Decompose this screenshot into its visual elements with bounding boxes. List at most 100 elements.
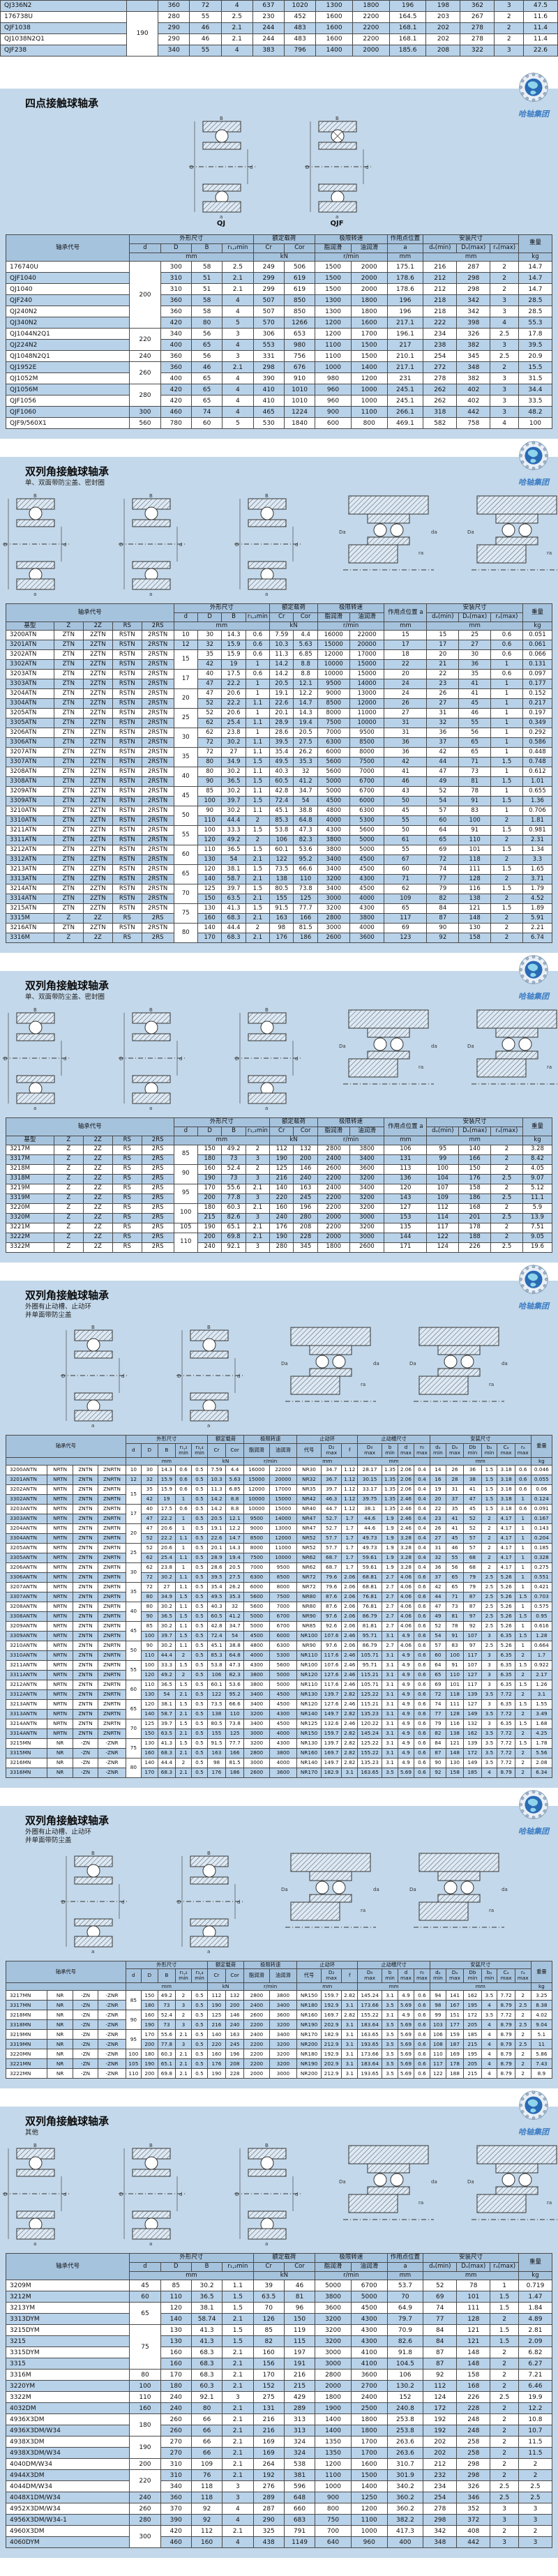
cell: 348	[456, 361, 491, 374]
cell: ZNTN	[72, 1718, 99, 1729]
cell: 382	[456, 372, 491, 385]
bearing-cross-section-diagram-qj: BD da	[189, 116, 257, 220]
cell: ZNTN	[72, 1464, 99, 1475]
cell: Z	[53, 1212, 84, 1223]
cell: 0.6	[490, 640, 523, 651]
svg-text:D: D	[119, 542, 123, 548]
table-row: 3220M Z 2Z RS 2RS 100 180 60.3 2.1 160 196 2200 3200…	[6, 1203, 553, 1223]
cell: 3.5	[382, 2000, 398, 2011]
header-cell: 安装尺寸	[429, 1435, 531, 1444]
cell: 183.64	[357, 2019, 383, 2031]
cell: 0.097	[522, 669, 553, 680]
cell: 32	[197, 640, 223, 651]
cell: 7.72	[497, 1689, 515, 1700]
header-cell: 外形尺寸	[173, 1117, 271, 1128]
header-cell: 止动环	[296, 1435, 359, 1444]
cell: 82.6	[221, 1212, 246, 1223]
cell: 42	[384, 757, 428, 768]
cell: NR170	[296, 1767, 322, 1778]
cell: NR190	[296, 2058, 322, 2070]
header-cell	[6, 1456, 126, 1466]
cell: RS	[112, 1203, 142, 1214]
cell: 2.1	[245, 1222, 271, 1233]
header-cell: 脂润滑	[315, 243, 352, 253]
cell: 14.3	[221, 630, 246, 641]
cell: 33.17	[357, 1484, 383, 1495]
table-row: 3208ANTN NRTN ZNTN ZNRTN 40 80 30.2 1.1 0.5 40.3 3…	[5, 1601, 553, 1622]
cell: 1.7	[341, 1562, 359, 1573]
cell: 66.6	[225, 1698, 245, 1710]
cell: 4	[222, 306, 254, 318]
cell: 3	[518, 2503, 553, 2515]
cell: 234	[423, 328, 458, 340]
cell: 1.9	[382, 1513, 398, 1524]
table-row: 4938X3DM/W34 270 66 2.1 169 324 1350 1700 263.6 2…	[5, 2447, 553, 2460]
svg-text:a: a	[149, 2241, 152, 2246]
header-cell: 安装尺寸	[426, 603, 523, 613]
svg-text:ra: ra	[489, 1908, 494, 1913]
cell: 3000	[349, 1212, 385, 1223]
table-row: 3310ANTN NRTN ZNTN ZNRTN 110 44.4 2 0.5 85.3 64.8…	[5, 1650, 553, 1661]
cell: 26.2	[293, 747, 318, 758]
cell: 74	[423, 2302, 458, 2314]
cell: 200	[140, 2039, 158, 2050]
table-row: 3307ANTN NRTN ZNTN ZNRTN 80 34.9 1.5 0.5 49.5 35.…	[5, 1591, 553, 1602]
cell: 20000	[349, 640, 385, 651]
header-cell: r₀ max	[413, 1443, 430, 1458]
cell: 3	[245, 1193, 271, 1204]
cell: 68.3	[221, 913, 246, 924]
cell: 117	[426, 1222, 460, 1233]
header-cell: Db min	[463, 1968, 482, 1983]
cell: 4800	[243, 1640, 270, 1651]
cell: 49	[426, 776, 460, 788]
cell: ZTN	[53, 669, 84, 680]
cell: 90	[140, 1611, 158, 1622]
cell: 118	[190, 2492, 223, 2504]
cell: -ZNR	[98, 2010, 126, 2021]
cell: 2	[514, 1747, 531, 1758]
cell: 254	[423, 350, 458, 363]
table-row: 3213YM 65 120 38.1 1.5 70 96 3600 4500 64.9 74 111 1…	[5, 2302, 553, 2326]
cell: 77	[426, 874, 460, 885]
cell: 150	[140, 1728, 158, 1739]
cell: 106	[206, 1669, 227, 1680]
cell: 4300	[317, 825, 350, 836]
cell: 0.328	[530, 1552, 553, 1563]
cell: 2.5	[481, 1640, 498, 1651]
cell: RSTN	[112, 718, 142, 729]
cell: 16	[429, 1474, 446, 1485]
cell: 124	[426, 1242, 460, 1253]
cell: 2.1	[222, 283, 254, 296]
cell: 0.4	[413, 1503, 430, 1514]
cell: 190	[197, 1173, 223, 1184]
cell: 3.1	[382, 1669, 398, 1680]
cell: 170	[197, 933, 223, 944]
cell: ZTN	[53, 747, 84, 758]
company-logo-text: 哈轴集团	[518, 2127, 549, 2137]
cell: 1	[490, 688, 523, 700]
cell: ZNTN	[72, 1650, 99, 1661]
cell: 2.46	[341, 1659, 359, 1671]
cell: 2800	[243, 1747, 270, 1758]
cell: 1	[175, 1493, 192, 1505]
cell: 2.08	[530, 1757, 553, 1768]
cell: 40.3	[206, 1601, 227, 1612]
cell: 1700	[350, 2436, 388, 2448]
cell: 4	[481, 2068, 498, 2079]
cell: QJ340N2	[5, 317, 130, 329]
table-row: 3319MN NR -ZN -ZNR 200 77.8 3 0.5 220 245 2200 3200…	[5, 2039, 553, 2050]
table-row: 3218M Z 2Z RS 2RS 90 160 52.4 2 125 146 2600 3600 113…	[6, 1163, 553, 1184]
cell: 107	[463, 1630, 482, 1641]
cell: 120	[384, 1183, 428, 1194]
cell: 2.5	[481, 1611, 498, 1622]
cell: RSTN	[112, 630, 142, 641]
cell: RS	[112, 1232, 142, 1243]
table-row: 3306ATN ZTN 2ZTN RSTN 2RSTN 72 30.2 1.1 39.5 27.5…	[6, 737, 553, 748]
cell: 1	[514, 1581, 531, 1592]
cell: 1.5	[490, 825, 523, 836]
cell: 0.6	[514, 1474, 531, 1485]
cell: 2	[490, 1222, 523, 1233]
cell: 18	[384, 649, 428, 661]
cell: 28.6	[269, 728, 294, 739]
